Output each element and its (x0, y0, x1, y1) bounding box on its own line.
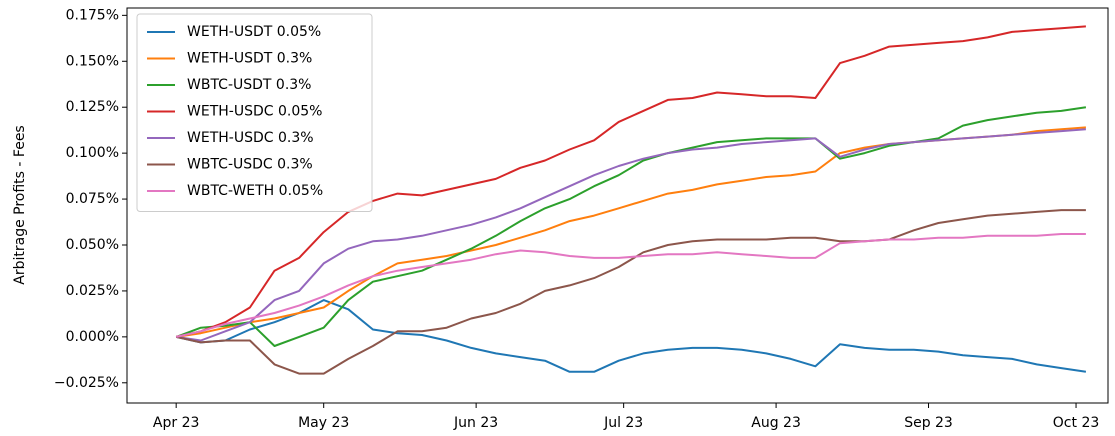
series-line (175, 233, 1086, 338)
legend-label: WETH-USDC 0.05% (187, 104, 322, 120)
y-tick-label: 0.150% (66, 53, 119, 69)
y-tick-label: 0.050% (66, 237, 119, 253)
legend-label: WETH-USDC 0.3% (187, 130, 314, 146)
y-axis-label: Arbitrage Profits - Fees (12, 125, 28, 284)
x-tick-label: Apr 23 (153, 415, 199, 431)
y-tick-label: −0.025% (54, 375, 119, 391)
series-line (176, 128, 1086, 342)
x-tick-label: Sep 23 (904, 415, 953, 431)
x-tick-label: Jul 23 (603, 415, 643, 431)
legend-label: WBTC-USDC 0.3% (187, 157, 313, 173)
y-tick-label: 0.025% (66, 283, 119, 299)
series-line (175, 209, 1086, 375)
legend-label: WETH-USDT 0.3% (187, 51, 312, 67)
series-line (175, 299, 1087, 373)
legend: WETH-USDT 0.05% WETH-USDT 0.3% WBTC-USDT 0… (136, 13, 373, 212)
plot-frame (126, 7, 1109, 404)
x-tick-label: Aug 23 (751, 415, 801, 431)
y-tick-label: 0.000% (66, 329, 119, 345)
y-tick-label: 0.175% (66, 7, 119, 23)
legend-label: WBTC-USDT 0.3% (187, 77, 312, 93)
series-line (175, 106, 1087, 347)
y-tick-label: 0.100% (66, 145, 119, 161)
legend-box (136, 13, 373, 212)
series-line (175, 25, 1086, 338)
x-tick-label: Oct 23 (1053, 415, 1099, 431)
legend-label: WBTC-WETH 0.05% (187, 183, 323, 199)
y-tick-label: 0.075% (66, 191, 119, 207)
legend-label: WETH-USDT 0.05% (187, 24, 321, 40)
x-tick-label: Jun 23 (453, 415, 498, 431)
x-tick-label: May 23 (298, 415, 349, 431)
y-tick-label: 0.125% (66, 99, 119, 115)
